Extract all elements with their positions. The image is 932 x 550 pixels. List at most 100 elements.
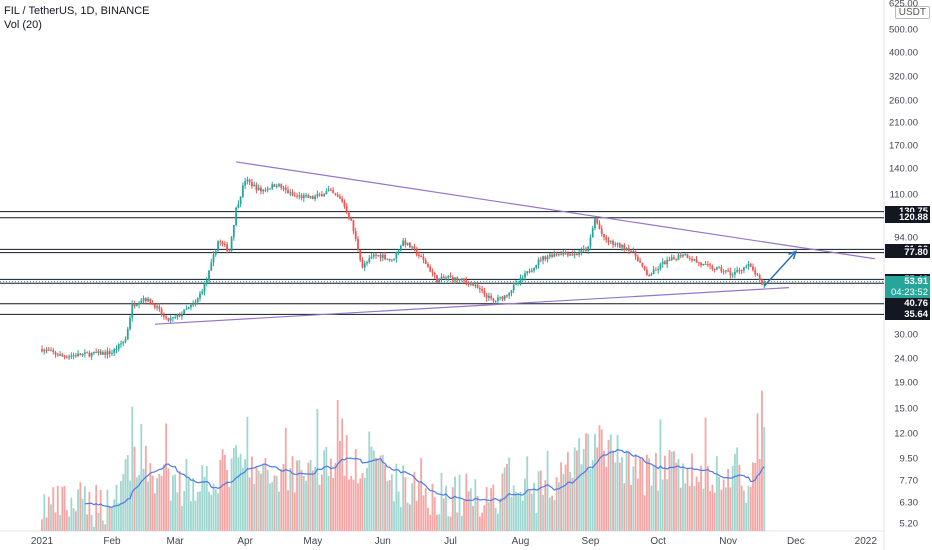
volume-bar (264, 458, 267, 531)
candle (731, 274, 734, 276)
candle (749, 264, 752, 267)
volume-bar (318, 484, 321, 531)
volume-bar (418, 482, 420, 531)
candle (192, 303, 195, 306)
candle (199, 293, 201, 299)
candle (257, 187, 260, 191)
volume-bar (77, 489, 80, 531)
volume-bar (289, 468, 292, 531)
volume-bar (562, 474, 565, 531)
candle (519, 277, 522, 283)
candle (361, 259, 364, 268)
volume-bar (50, 504, 52, 531)
candle (120, 343, 122, 345)
candle (266, 188, 269, 191)
volume-bar (309, 459, 312, 531)
volume-bar (474, 479, 477, 531)
arrow-head (788, 250, 798, 260)
candle (745, 266, 748, 268)
volume-bar (278, 491, 280, 531)
candle (45, 349, 48, 351)
candle (569, 254, 572, 256)
currency-badge[interactable]: USDT (894, 6, 930, 19)
volume-bar (499, 498, 502, 531)
candle (126, 328, 129, 340)
volume-bar (557, 482, 560, 531)
candle (50, 350, 52, 352)
candle (594, 218, 596, 229)
candle (74, 355, 77, 357)
candle (623, 244, 626, 250)
candle (282, 187, 285, 189)
candle (235, 207, 238, 226)
volume-bar (431, 483, 434, 531)
volume-bar (494, 507, 497, 531)
volume-bar (140, 424, 143, 531)
candle (363, 263, 366, 268)
volume-bar (363, 477, 366, 531)
volume-bar (429, 514, 432, 531)
candle (278, 184, 280, 187)
candle (555, 253, 558, 255)
volume-bar (569, 472, 572, 531)
candle (758, 275, 761, 280)
volume-bar (237, 457, 240, 531)
volume-bar (673, 451, 675, 531)
candle (147, 298, 149, 302)
price-tick-label: 320.00 (889, 72, 918, 83)
volume-bar (192, 478, 195, 531)
volume-bar (679, 487, 682, 531)
candle (260, 187, 262, 192)
candle (718, 267, 720, 269)
candle (641, 262, 644, 267)
price-tick-label: 94.00 (894, 233, 918, 244)
candle (239, 196, 242, 205)
volume-bar (709, 491, 711, 531)
candle (366, 262, 368, 264)
volume-bar (675, 462, 678, 531)
volume-bar (666, 479, 669, 531)
volume-bar (548, 497, 551, 531)
volume-bar (449, 516, 452, 531)
candle (194, 302, 197, 304)
candle (411, 246, 414, 248)
candle (176, 314, 179, 318)
candle (264, 189, 267, 191)
volume-bar (528, 490, 531, 531)
candle (309, 196, 312, 198)
volume-bar (481, 512, 484, 531)
candle (673, 257, 675, 259)
volume-bar (99, 489, 102, 531)
candle (472, 282, 474, 286)
volume-bar (329, 458, 332, 531)
time-tick-label: May (303, 536, 322, 547)
candle (546, 256, 549, 260)
volume-bar (350, 475, 353, 531)
projection-arrow (763, 250, 797, 287)
candle (219, 241, 222, 243)
price-tick-label: 6.30 (900, 498, 919, 509)
candle (515, 282, 517, 285)
volume-bar (183, 490, 186, 531)
candle (251, 182, 253, 187)
volume-bar (79, 482, 82, 531)
volume-bar (445, 485, 447, 531)
volume-bar (682, 463, 684, 531)
candle (691, 259, 693, 261)
candle (246, 179, 249, 182)
volume-bar (348, 479, 350, 531)
candle (237, 204, 240, 208)
volume-bar (208, 491, 210, 531)
volume-bar (747, 485, 750, 531)
volume-bar (704, 417, 707, 531)
volume-bar (745, 502, 748, 531)
volume-bar (138, 475, 140, 531)
candle (440, 276, 443, 279)
candle (287, 190, 289, 194)
candle (169, 318, 172, 321)
candle (97, 351, 100, 353)
volume-bar (763, 427, 766, 531)
candle (244, 181, 247, 186)
candle (142, 298, 145, 301)
